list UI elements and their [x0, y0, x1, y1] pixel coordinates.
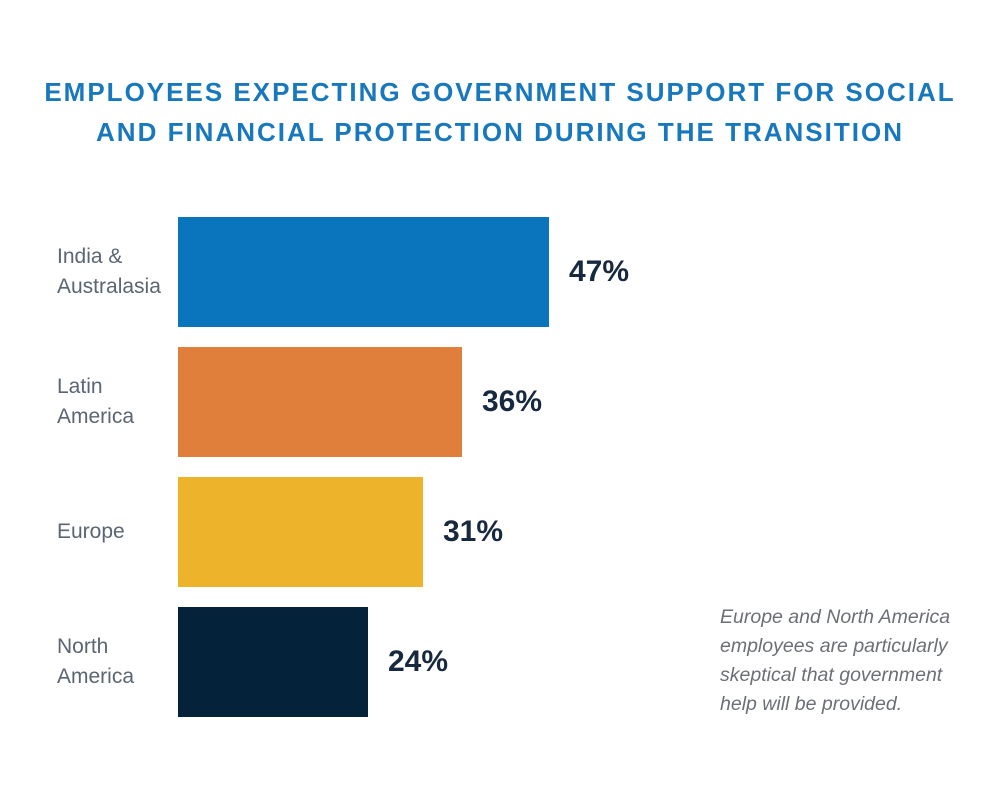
value-label: 36% [482, 385, 543, 418]
category-label: India & Australasia [57, 245, 161, 298]
chart-row: Latin America 36% [0, 347, 1000, 457]
category-label: North America [57, 635, 135, 688]
chart-row: North America 24% [0, 607, 1000, 717]
chart-row: India & Australasia 47% [0, 217, 1000, 327]
bar [178, 217, 549, 327]
category-label: Latin America [57, 375, 135, 428]
value-label: 31% [443, 515, 504, 548]
chart-title-line1: EMPLOYEES EXPECTING GOVERNMENT SUPPORT F… [44, 77, 956, 107]
bar [178, 347, 462, 457]
bar [178, 477, 423, 587]
annotation-note: Europe and North America employees are p… [720, 606, 951, 715]
category-label: Europe [57, 520, 125, 543]
chart-row: Europe 31% [0, 477, 1000, 587]
chart-title-line2: AND FINANCIAL PROTECTION DURING THE TRAN… [96, 117, 904, 147]
value-label: 24% [388, 645, 449, 678]
bar [178, 607, 368, 717]
value-label: 47% [569, 255, 630, 288]
bar-chart: India & Australasia 47% Latin America 36% Eu… [0, 217, 1000, 737]
chart-title: EMPLOYEES EXPECTING GOVERNMENT SUPPORT F… [0, 72, 1000, 152]
